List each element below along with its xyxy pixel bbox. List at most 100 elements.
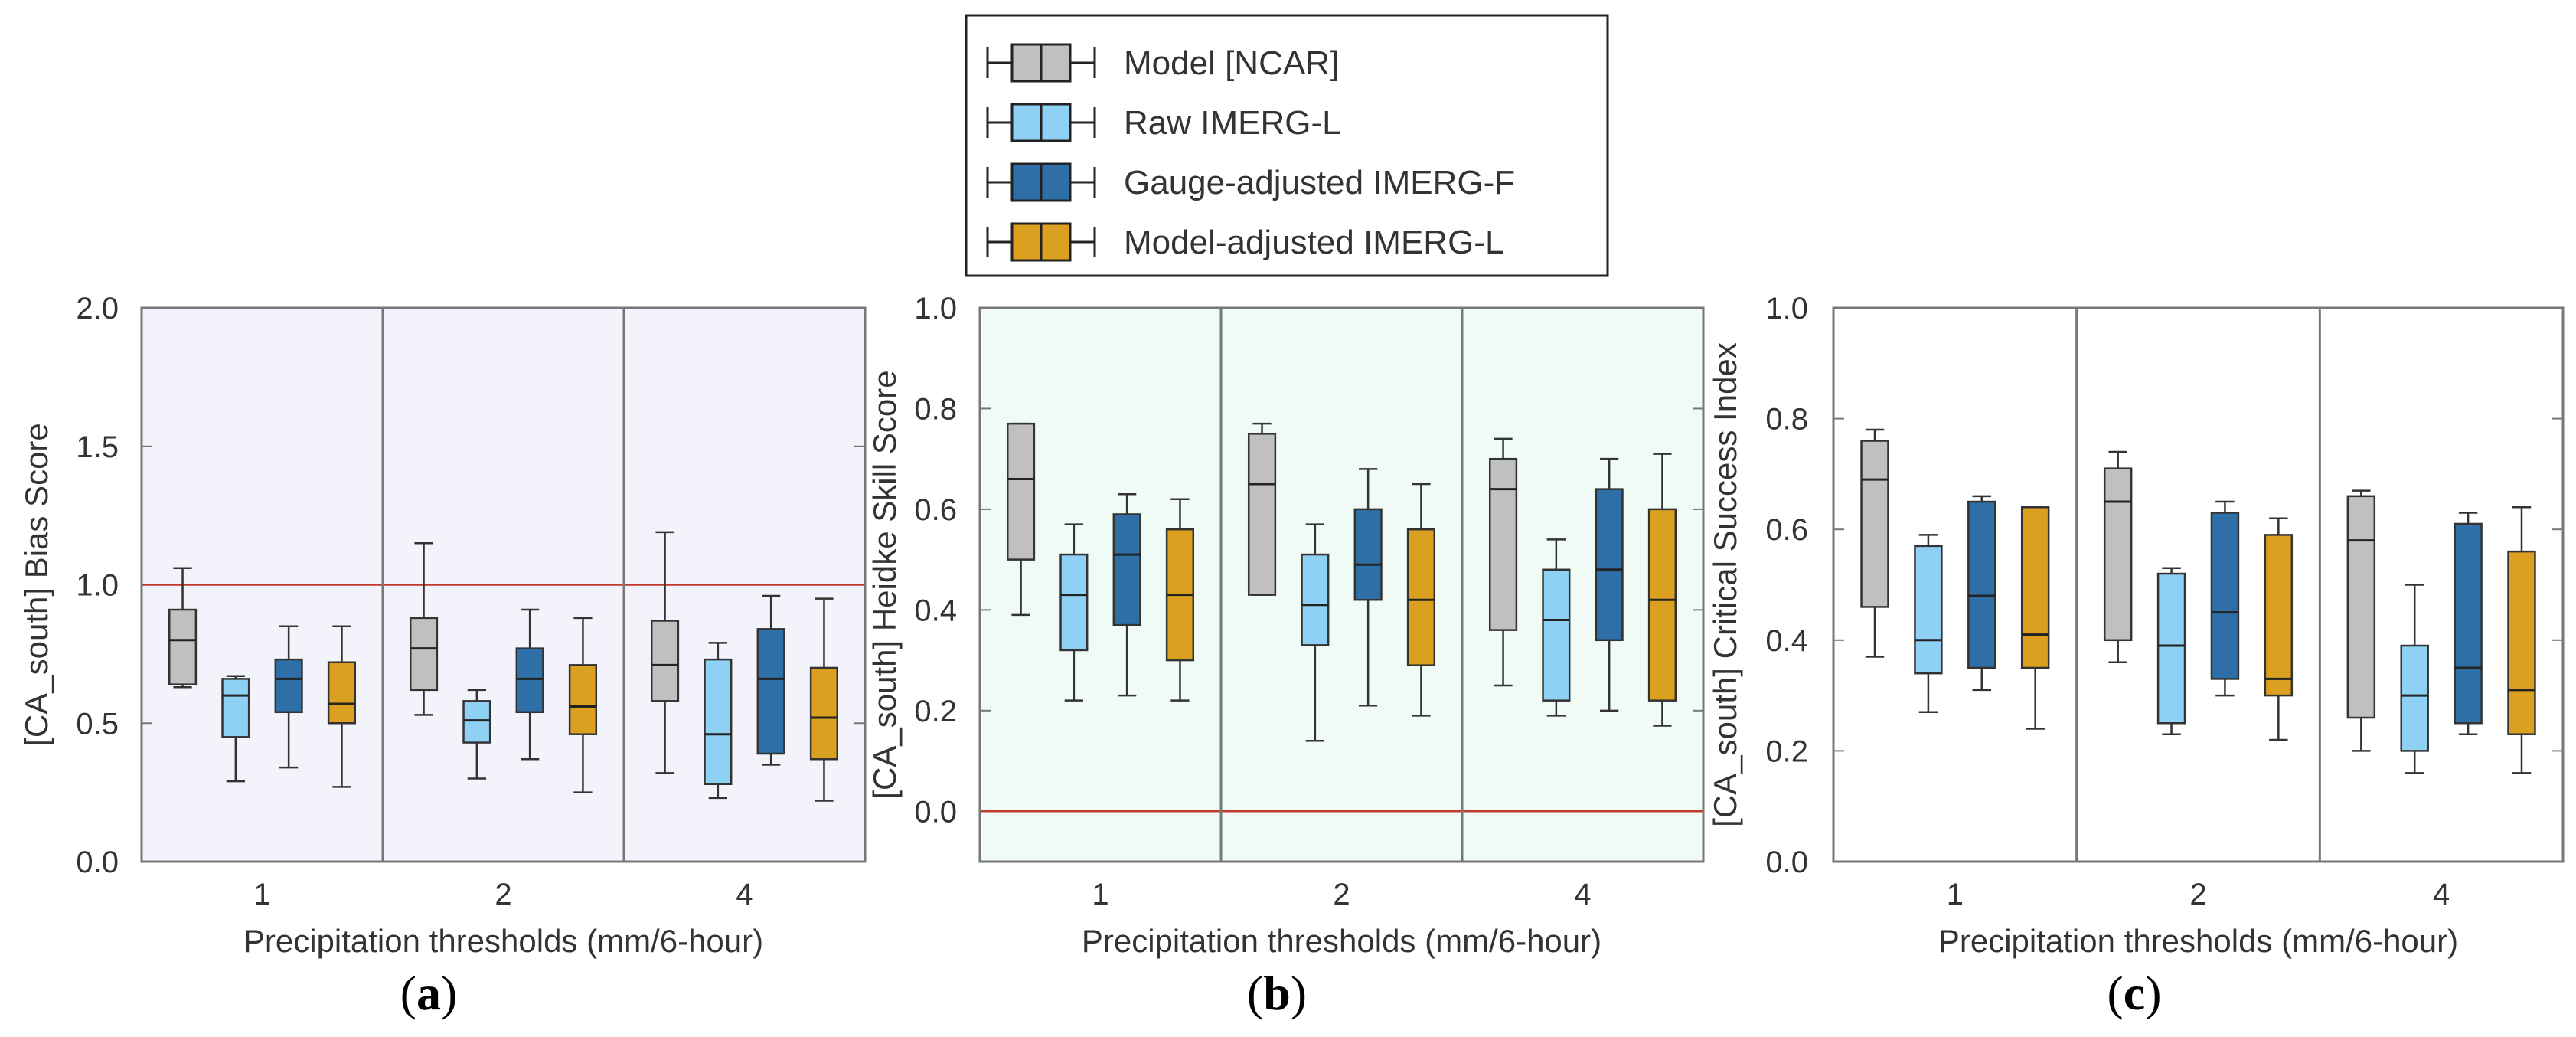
plot-background — [1833, 308, 2563, 862]
box-iqr — [2210, 512, 2240, 680]
box-model-ncar--cat-1 — [168, 567, 198, 689]
box-gauge-adjusted-imerg-f-cat-1 — [1112, 492, 1141, 697]
box-model-ncar--cat-2 — [409, 542, 439, 716]
legend-label: Model [NCAR] — [1124, 44, 1339, 82]
box-iqr — [1542, 568, 1571, 702]
box-iqr — [1247, 433, 1277, 596]
y-tick-label: 1.0 — [1765, 292, 1808, 325]
box-iqr — [221, 678, 250, 738]
legend-label: Raw IMERG-L — [1124, 104, 1341, 142]
panel-a-bias-score: 0.0 0.5 1.0 1.5 2.0 1 2 4 Precipitation threshol… — [18, 292, 867, 1020]
box-iqr — [1595, 488, 1624, 642]
box-model-adjusted-imerg-l-cat-1 — [1165, 498, 1195, 702]
box-iqr — [1914, 545, 1943, 675]
panel-label-close: ) — [2145, 966, 2161, 1020]
box-iqr — [1647, 508, 1677, 702]
y-tick-label: 0.8 — [1765, 403, 1808, 437]
panel-label-open: ( — [400, 966, 416, 1020]
y-tick-label: 0.0 — [76, 846, 119, 879]
panel-label-open: ( — [2107, 966, 2123, 1020]
y-tick-label: 1.5 — [76, 430, 119, 464]
box-raw-imerg-l-cat-2 — [2156, 567, 2186, 735]
y-tick-label: 0.0 — [914, 795, 957, 829]
box-raw-imerg-l-cat-4 — [1542, 538, 1571, 717]
box-model-adjusted-imerg-l-cat-1 — [327, 625, 357, 788]
y-axis-title: [CA_south] Bias Score — [18, 423, 54, 747]
plot-background — [980, 308, 1703, 862]
x-tick-label: 4 — [2433, 878, 2450, 911]
box-gauge-adjusted-imerg-f-cat-2 — [2210, 500, 2240, 697]
box-iqr — [809, 666, 839, 761]
x-tick-label: 4 — [1574, 878, 1591, 911]
box-iqr — [2156, 572, 2186, 725]
legend-entry: Raw IMERG-L — [986, 103, 1341, 142]
box-iqr — [168, 608, 198, 685]
panel-c-critical-success-index: 0.0 0.2 0.4 0.6 0.8 1.0 1 2 4 Precipitation thres… — [1707, 292, 2565, 1020]
legend-label: Model-adjusted IMERG-L — [1124, 224, 1503, 261]
box-iqr — [462, 700, 491, 744]
legend-frame — [965, 14, 1609, 277]
box-iqr — [1488, 457, 1518, 631]
box-iqr — [1006, 422, 1036, 561]
panel-label-letter: a — [416, 966, 441, 1020]
box-model-ncar--cat-2 — [2103, 450, 2133, 663]
plot-frame — [1832, 306, 2565, 863]
box-gauge-adjusted-imerg-f-cat-4 — [2454, 512, 2483, 735]
box-gauge-adjusted-imerg-f-cat-4 — [1595, 457, 1624, 712]
box-iqr — [1967, 500, 1996, 669]
plot-frame — [978, 306, 1705, 863]
y-tick-label: 0.6 — [914, 493, 957, 527]
x-tick-label: 2 — [495, 878, 511, 911]
box-iqr — [1112, 513, 1141, 626]
box-model-adjusted-imerg-l-cat-4 — [1647, 453, 1677, 727]
legend: Model [NCAR] Raw IMERG-L Gauge-adjusted IM… — [965, 14, 1609, 277]
box-gauge-adjusted-imerg-f-cat-4 — [756, 594, 785, 766]
y-tick-label: 0.0 — [1765, 846, 1808, 879]
box-model-ncar--cat-4 — [650, 531, 680, 774]
y-tick-label: 0.4 — [1765, 624, 1808, 658]
box-raw-imerg-l-cat-1 — [221, 675, 250, 783]
box-iqr — [1860, 440, 1889, 608]
x-tick-label: 1 — [1947, 878, 1964, 911]
y-tick-label: 0.2 — [1765, 734, 1808, 768]
box-iqr — [2400, 644, 2429, 752]
plot-frame — [140, 306, 867, 863]
box-iqr — [650, 620, 680, 702]
panel-label-letter: c — [2124, 966, 2145, 1020]
box-iqr — [2454, 522, 2483, 725]
box-raw-imerg-l-cat-4 — [2400, 584, 2429, 774]
box-raw-imerg-l-cat-2 — [1301, 523, 1330, 742]
y-tick-label: 0.2 — [914, 695, 957, 728]
panel-label: (c) — [2107, 966, 2161, 1020]
panel-label-open: ( — [1247, 966, 1263, 1020]
box-model-adjusted-imerg-l-cat-4 — [809, 597, 839, 802]
y-tick-label: 2.0 — [76, 292, 119, 325]
panel-label: (a) — [400, 966, 458, 1020]
y-axis-title: [CA_south] Critical Success Index — [1707, 342, 1743, 827]
panel-b-heidke-skill-score: 0.0 0.2 0.4 0.6 0.8 1.0 1 2 4 Precipitation thres… — [867, 292, 1705, 1020]
box-iqr — [2020, 506, 2050, 669]
panel-label: (b) — [1247, 966, 1307, 1020]
box-iqr — [327, 661, 357, 725]
box-raw-imerg-l-cat-1 — [1059, 523, 1089, 702]
legend-entry: Model [NCAR] — [986, 43, 1339, 83]
box-gauge-adjusted-imerg-f-cat-2 — [515, 608, 544, 761]
box-gauge-adjusted-imerg-f-cat-1 — [274, 625, 303, 769]
y-axis-title: [CA_south] Heidke Skill Score — [867, 370, 903, 799]
box-iqr — [515, 647, 544, 714]
box-iqr — [1301, 553, 1330, 646]
x-axis-title: Precipitation thresholds (mm/6-hour) — [243, 923, 763, 959]
box-model-ncar--cat-4 — [1488, 437, 1518, 687]
box-model-ncar--cat-4 — [2346, 489, 2376, 752]
legend-entry: Gauge-adjusted IMERG-F — [986, 162, 1515, 202]
panel-label-close: ) — [1291, 966, 1307, 1020]
y-tick-label: 0.8 — [914, 392, 957, 426]
x-tick-label: 2 — [2189, 878, 2206, 911]
box-iqr — [274, 658, 303, 714]
box-iqr — [2346, 495, 2376, 719]
box-iqr — [2507, 550, 2536, 735]
x-axis-title: Precipitation thresholds (mm/6-hour) — [1938, 923, 2458, 959]
box-iqr — [2103, 467, 2133, 642]
x-axis-title: Precipitation thresholds (mm/6-hour) — [1082, 923, 1601, 959]
